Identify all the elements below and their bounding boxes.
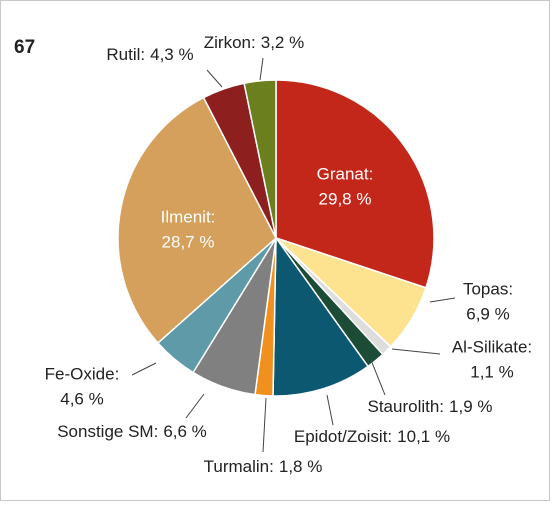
slice-label: Staurolith: 1,9 % — [367, 397, 492, 416]
leader-line — [391, 348, 441, 355]
slice-label: Zirkon: 3,2 % — [204, 33, 304, 52]
category-text: Zirkon: — [204, 33, 256, 52]
pie-slice — [275, 79, 435, 289]
chart-title: 67 — [14, 37, 35, 58]
slice-label: Granat: — [317, 164, 374, 183]
pie-slice — [117, 96, 277, 345]
slice-label: Fe-Oxide: — [45, 364, 120, 383]
leader-line — [370, 359, 386, 396]
value-label: 6,9 % — [466, 304, 509, 323]
value-label: 6,6 % — [163, 422, 206, 441]
value-label: 1,8 % — [279, 457, 322, 476]
leader-line — [131, 362, 157, 376]
slice-label: Al-Silikate: — [452, 337, 532, 356]
slice-label: Turmalin: 1,8 % — [204, 457, 323, 476]
leader-line — [262, 397, 267, 453]
value-label: 10,1 % — [397, 427, 450, 446]
leader-line — [259, 57, 264, 81]
value-label: 29,8 % — [319, 189, 372, 208]
slice-label: Topas: — [463, 279, 513, 298]
value-label: 28,7 % — [162, 232, 215, 251]
value-label: 3,2 % — [261, 33, 304, 52]
slice-label: Rutil: 4,3 % — [106, 45, 193, 64]
slice-label: Epidot/Zoisit: 10,1 % — [294, 427, 450, 446]
category-text: Epidot/Zoisit: — [294, 427, 392, 446]
value-label: 4,3 % — [150, 45, 193, 64]
pie-slice — [243, 79, 277, 239]
category-text: Turmalin: — [204, 457, 274, 476]
category-text: Rutil: — [106, 45, 145, 64]
category-text: Sonstige SM: — [57, 422, 158, 441]
pie-slice — [272, 235, 370, 397]
leader-line — [185, 393, 205, 419]
category-text: Staurolith: — [367, 397, 444, 416]
value-label: 4,6 % — [60, 389, 103, 408]
slice-label: Ilmenit: — [161, 207, 216, 226]
leader-line — [206, 69, 223, 88]
leader-line — [429, 297, 456, 303]
leader-line — [326, 394, 334, 426]
slice-label: Sonstige SM: 6,6 % — [57, 422, 207, 441]
value-label: 1,9 % — [449, 397, 492, 416]
value-label: 1,1 % — [470, 362, 513, 381]
